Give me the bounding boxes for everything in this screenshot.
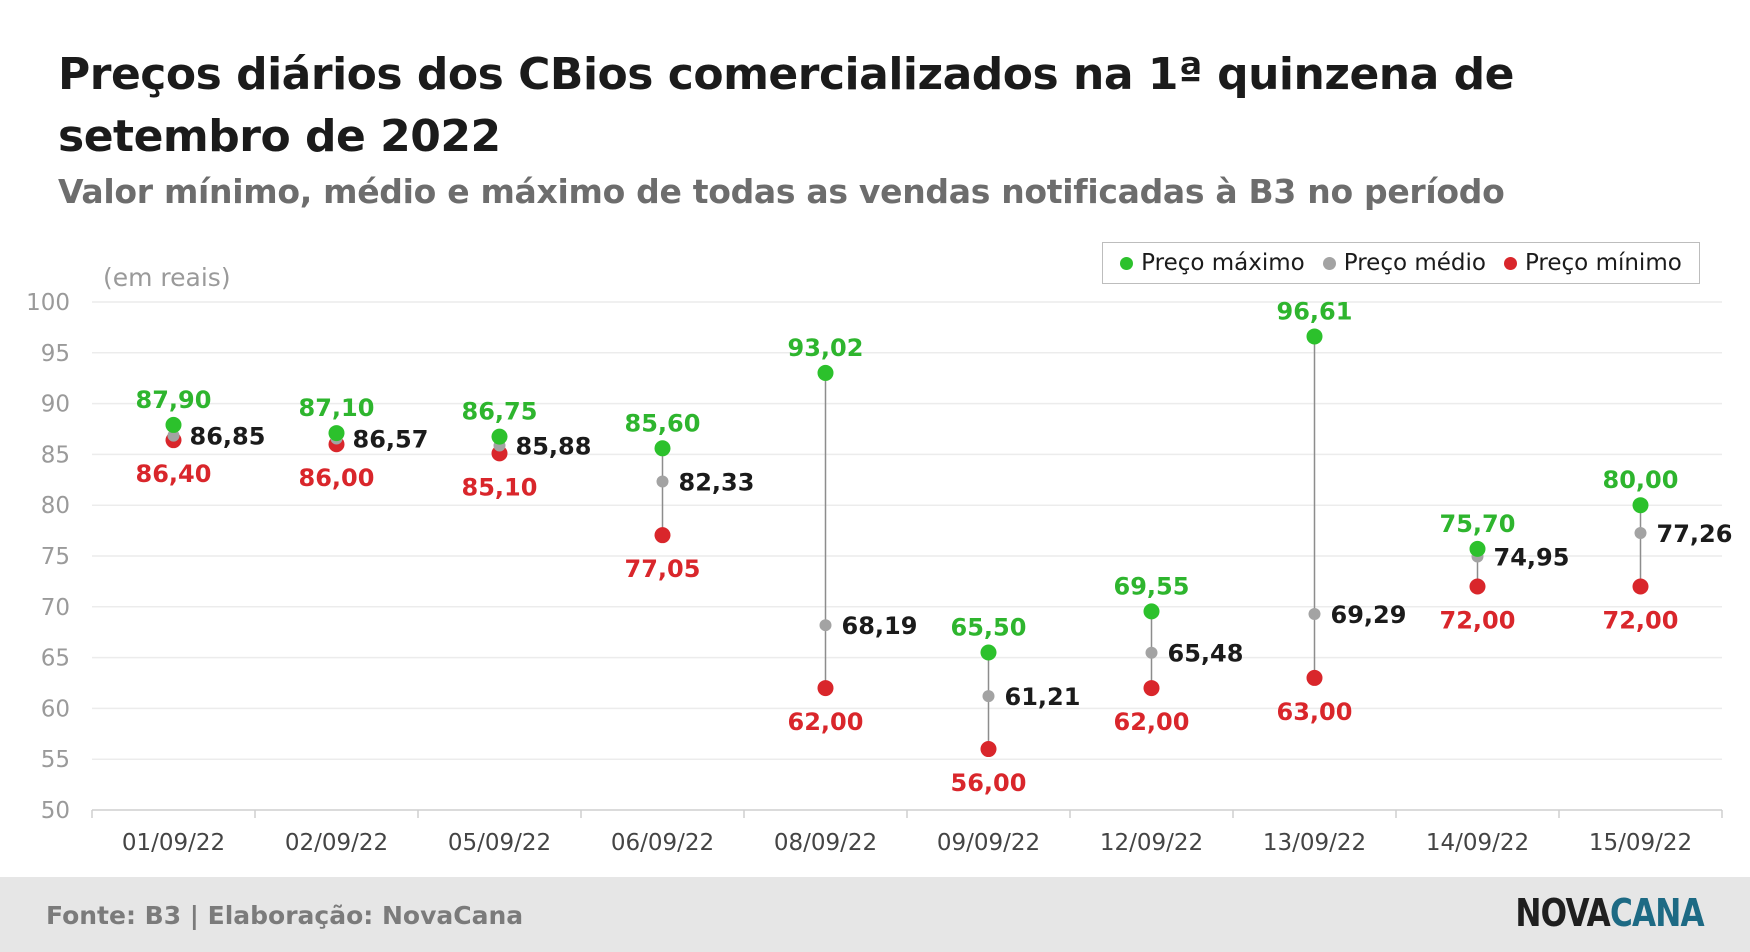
avg-value-label: 85,88 (516, 432, 592, 460)
legend-max-label: Preço máximo (1141, 250, 1305, 276)
x-tick-label: 06/09/22 (611, 830, 714, 856)
max-value-label: 85,60 (625, 409, 701, 437)
min-point (654, 527, 671, 544)
max-value-label: 96,61 (1277, 297, 1353, 325)
max-value-label: 75,70 (1440, 510, 1516, 538)
avg-point (1308, 608, 1321, 621)
y-tick-label: 80 (41, 493, 70, 519)
min-value-label: 86,40 (136, 460, 212, 488)
min-value-label: 62,00 (1114, 708, 1190, 736)
min-value-label: 56,00 (951, 769, 1027, 797)
x-tick-label: 13/09/22 (1263, 830, 1366, 856)
chart-subtitle: Valor mínimo, médio e máximo de todas as… (58, 172, 1505, 211)
avg-point (819, 619, 832, 632)
avg-point (1634, 527, 1647, 540)
y-tick-label: 55 (41, 747, 70, 773)
y-tick-label: 100 (26, 290, 70, 316)
y-tick-label: 90 (41, 392, 70, 418)
max-point (491, 428, 508, 445)
max-value-label: 87,90 (136, 386, 212, 414)
max-point (328, 425, 345, 442)
min-point (817, 680, 834, 697)
max-point (1469, 540, 1486, 557)
max-point (165, 416, 182, 433)
max-value-label: 69,55 (1114, 572, 1190, 600)
avg-value-label: 65,48 (1168, 640, 1244, 668)
min-point (1632, 578, 1649, 595)
x-tick-label: 08/09/22 (774, 830, 877, 856)
max-value-label: 65,50 (951, 614, 1027, 642)
logo-nova-text: NOVA (1515, 891, 1611, 935)
y-tick-label: 65 (41, 646, 70, 672)
avg-value-label: 86,85 (190, 423, 266, 451)
y-tick-label: 70 (41, 595, 70, 621)
avg-value-label: 77,26 (1657, 520, 1733, 548)
avg-value-label: 86,57 (353, 425, 429, 453)
min-value-label: 72,00 (1440, 606, 1516, 634)
y-axis-label: (em reais) (103, 263, 231, 292)
novacana-logo: NOVACANA (1515, 891, 1705, 935)
y-tick-label: 60 (41, 696, 70, 722)
chart-legend: Preço máximo Preço médio Preço mínimo (1102, 242, 1700, 284)
max-value-label: 87,10 (299, 394, 375, 422)
legend-min-label: Preço mínimo (1524, 250, 1682, 276)
x-tick-label: 09/09/22 (937, 830, 1040, 856)
price-chart: 50 55 60 65 70 75 80 85 90 95 100 (em reais) 01/09/2… (26, 263, 1733, 856)
min-value-label: 85,10 (462, 473, 538, 501)
legend-max-dot (1120, 256, 1134, 270)
chart-title: Preços diários dos CBios comercializados… (58, 49, 1514, 162)
max-value-label: 80,00 (1603, 466, 1679, 494)
avg-value-label: 69,29 (1331, 601, 1407, 629)
logo-cana-text: CANA (1610, 891, 1705, 935)
max-point (980, 644, 997, 661)
min-point (1143, 680, 1160, 697)
y-tick-label: 95 (41, 341, 70, 367)
min-value-label: 86,00 (299, 464, 375, 492)
legend-avg-label: Preço médio (1343, 250, 1486, 276)
legend-item-avg: Preço médio (1322, 250, 1486, 276)
avg-point (1145, 646, 1158, 659)
avg-point (982, 690, 995, 703)
min-value-label: 63,00 (1277, 698, 1353, 726)
legend-item-max: Preço máximo (1120, 250, 1305, 276)
avg-value-label: 82,33 (679, 469, 755, 497)
legend-avg-dot (1322, 256, 1336, 270)
max-point (817, 364, 834, 381)
min-point (1306, 669, 1323, 686)
avg-point (167, 429, 180, 442)
avg-value-label: 61,21 (1005, 683, 1081, 711)
x-tick-label: 15/09/22 (1589, 830, 1692, 856)
x-tick-label: 05/09/22 (448, 830, 551, 856)
max-point (1632, 497, 1649, 514)
max-point (1306, 328, 1323, 345)
min-point (980, 741, 997, 758)
max-point (1143, 603, 1160, 620)
min-value-label: 62,00 (788, 708, 864, 736)
x-tick-label: 12/09/22 (1100, 830, 1203, 856)
source-text: Fonte: B3 | Elaboração: NovaCana (46, 901, 524, 930)
x-tick-label: 14/09/22 (1426, 830, 1529, 856)
avg-value-label: 74,95 (1494, 544, 1570, 572)
max-value-label: 93,02 (788, 334, 864, 362)
min-value-label: 72,00 (1603, 606, 1679, 634)
x-tick-label: 01/09/22 (122, 830, 225, 856)
y-tick-label: 50 (41, 798, 70, 824)
min-value-label: 77,05 (625, 555, 701, 583)
avg-value-label: 68,19 (842, 612, 918, 640)
avg-point (656, 475, 669, 488)
legend-item-min: Preço mínimo (1503, 250, 1682, 276)
max-value-label: 86,75 (462, 398, 538, 426)
x-tick-label: 02/09/22 (285, 830, 388, 856)
footer-bar: Fonte: B3 | Elaboração: NovaCana NOVACAN… (0, 877, 1750, 952)
y-tick-label: 75 (41, 544, 70, 570)
y-tick-label: 85 (41, 442, 70, 468)
max-point (654, 440, 671, 457)
legend-min-dot (1503, 256, 1517, 270)
min-point (1469, 578, 1486, 595)
